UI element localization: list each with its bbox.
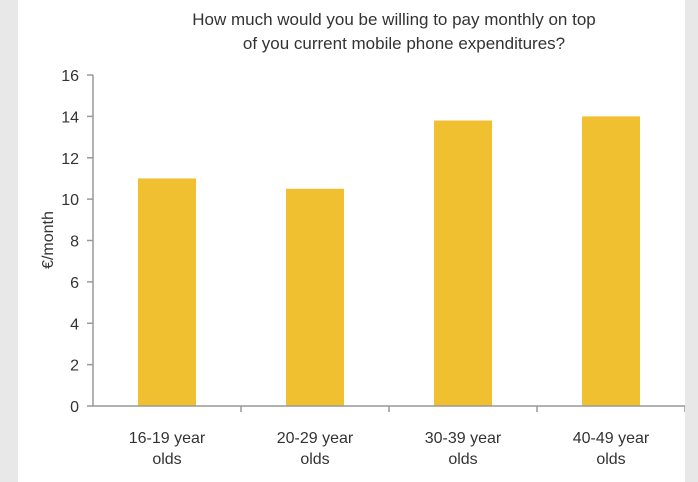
chart-title: How much would you be willing to pay mon… — [192, 10, 596, 53]
bar-chart: How much would you be willing to pay mon… — [40, 10, 685, 468]
y-tick-label: 14 — [61, 109, 79, 126]
x-category-label-line: olds — [300, 451, 329, 468]
x-category-label-line: 30-39 year — [425, 430, 502, 447]
y-tick-label: 16 — [61, 68, 79, 85]
bar — [434, 120, 492, 406]
bars — [138, 116, 640, 406]
chart-panel: How much would you be willing to pay mon… — [18, 0, 685, 482]
y-axis: 0 2 4 6 8 10 12 14 16 — [61, 68, 94, 416]
x-category-label-line: 40-49 year — [573, 430, 650, 447]
bar — [286, 188, 344, 406]
y-tick-label: 12 — [61, 151, 79, 168]
x-category-label: 20-29 year olds — [277, 430, 354, 468]
bar — [138, 178, 196, 406]
x-axis: 16-19 year olds 20-29 year olds 30-39 year ol… — [93, 405, 685, 468]
x-category-label-line: olds — [448, 451, 477, 468]
y-tick-label: 10 — [61, 192, 79, 209]
y-axis-title: €/month — [40, 211, 57, 269]
y-tick-label: 0 — [70, 399, 79, 416]
y-tick-label: 6 — [70, 275, 79, 292]
y-tick-label: 8 — [70, 234, 79, 251]
y-tick-label: 4 — [70, 316, 79, 333]
x-category-label: 30-39 year olds — [425, 430, 502, 468]
x-category-label-line: olds — [152, 451, 181, 468]
x-category-label: 16-19 year olds — [129, 430, 206, 468]
x-category-label: 40-49 year olds — [573, 430, 650, 468]
chart-title-line-2: of you current mobile phone expenditures… — [243, 34, 565, 53]
x-category-label-line: 20-29 year — [277, 430, 354, 447]
x-category-label-line: 16-19 year — [129, 430, 206, 447]
x-category-label-line: olds — [596, 451, 625, 468]
y-tick-label: 2 — [70, 358, 79, 375]
bar — [582, 116, 640, 406]
chart-title-line-1: How much would you be willing to pay mon… — [192, 10, 596, 29]
